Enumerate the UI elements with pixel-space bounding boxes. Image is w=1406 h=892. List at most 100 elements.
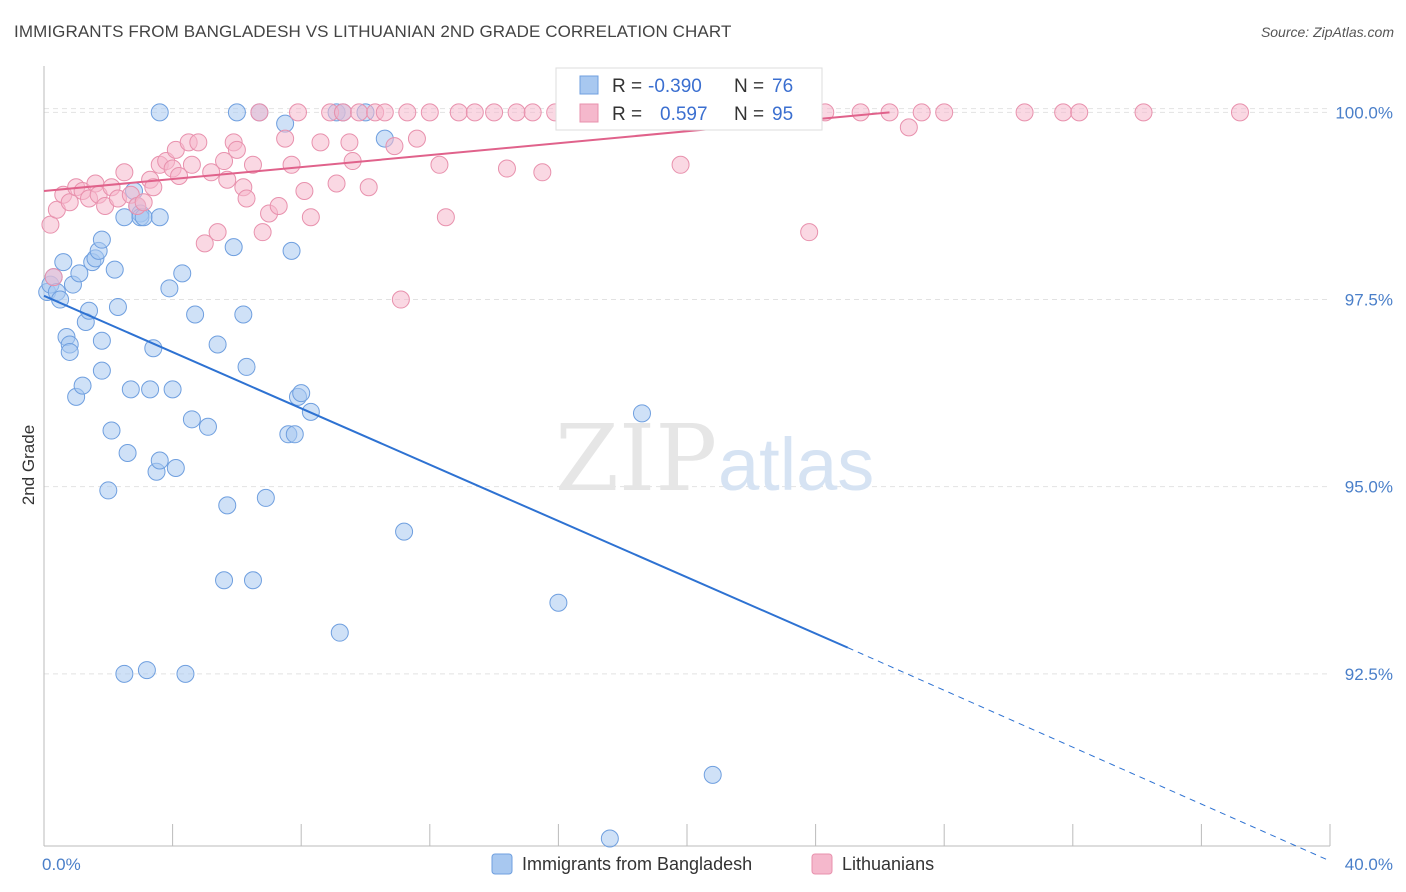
bangladesh-point-36 bbox=[144, 339, 163, 358]
source-label: Source: ZipAtlas.com bbox=[1260, 24, 1394, 40]
legend-n-label-1: N = bbox=[734, 104, 764, 125]
lithuanians-point-65 bbox=[485, 103, 504, 122]
stats-legend-box bbox=[555, 67, 823, 131]
lithuanians-point-61 bbox=[430, 155, 449, 174]
lithuanians-point-13 bbox=[115, 163, 134, 182]
lithuanians-point-23 bbox=[170, 167, 189, 186]
x-tick-label-max: 40.0% bbox=[1345, 855, 1393, 874]
bangladesh-point-73 bbox=[632, 404, 651, 423]
lithuanians-point-33 bbox=[227, 140, 246, 159]
legend-r-label-1: R = bbox=[612, 104, 642, 125]
lithuanians-point-37 bbox=[250, 103, 269, 122]
lithuanians-point-16 bbox=[134, 193, 153, 212]
legend-r-value-0: -0.390 bbox=[648, 76, 702, 97]
bangladesh-trend-extension bbox=[847, 647, 1331, 862]
lithuanians-point-93 bbox=[1134, 103, 1153, 122]
lithuanians-point-27 bbox=[195, 234, 214, 253]
bangladesh-point-8 bbox=[60, 342, 79, 361]
lithuanians-point-42 bbox=[282, 155, 301, 174]
lithuanians-point-60 bbox=[420, 103, 439, 122]
bangladesh-point-35 bbox=[141, 380, 160, 399]
watermark-atlas: atlas bbox=[718, 423, 874, 506]
bangladesh-point-34 bbox=[137, 661, 156, 680]
bangladesh-point-12 bbox=[73, 376, 92, 395]
bangladesh-point-44 bbox=[173, 264, 192, 283]
lithuanians-point-85 bbox=[851, 103, 870, 122]
lithuanians-point-59 bbox=[407, 129, 426, 148]
lithuanians-point-77 bbox=[671, 155, 690, 174]
bangladesh-point-21 bbox=[99, 481, 118, 500]
x-tick-label-min: 0.0% bbox=[42, 855, 81, 874]
bangladesh-point-72 bbox=[549, 593, 568, 612]
bangladesh-point-50 bbox=[215, 571, 234, 590]
data-points bbox=[38, 103, 1249, 848]
series-legend-swatch-lithuanians bbox=[811, 853, 833, 875]
lithuanians-point-4 bbox=[60, 193, 79, 212]
bangladesh-point-74 bbox=[703, 765, 722, 784]
lithuanians-point-35 bbox=[237, 189, 256, 208]
lithuanians-point-40 bbox=[269, 196, 288, 215]
watermark: ZIP atlas bbox=[555, 405, 874, 512]
lithuanians-point-26 bbox=[189, 133, 208, 152]
legend-n-label-0: N = bbox=[734, 76, 764, 97]
watermark-zip: ZIP bbox=[555, 405, 717, 512]
lithuanians-point-90 bbox=[1015, 103, 1034, 122]
bangladesh-point-54 bbox=[234, 305, 253, 324]
bangladesh-point-19 bbox=[92, 331, 111, 350]
lithuanians-point-88 bbox=[912, 103, 931, 122]
lithuanians-point-0 bbox=[41, 215, 60, 234]
lithuanians-point-50 bbox=[340, 133, 359, 152]
bangladesh-point-56 bbox=[243, 571, 262, 590]
lithuanians-point-64 bbox=[465, 103, 484, 122]
lithuanians-point-92 bbox=[1070, 103, 1089, 122]
y-tick-label-1: 97.5% bbox=[1345, 291, 1393, 310]
lithuanians-point-53 bbox=[359, 178, 378, 197]
bangladesh-point-58 bbox=[256, 488, 275, 507]
lithuanians-point-57 bbox=[391, 290, 410, 309]
y-tick-label-2: 95.0% bbox=[1345, 478, 1393, 497]
lithuanians-point-48 bbox=[327, 174, 346, 193]
tick-labels: 100.0% 97.5% 95.0% 92.5% 0.0% 40.0% bbox=[42, 103, 1393, 874]
lithuanians-point-63 bbox=[449, 103, 468, 122]
lithuanians-point-52 bbox=[350, 103, 369, 122]
lithuanians-point-43 bbox=[288, 103, 307, 122]
bangladesh-trend-line bbox=[43, 294, 849, 649]
bangladesh-point-49 bbox=[208, 335, 227, 354]
bangladesh-point-23 bbox=[105, 260, 124, 279]
bangladesh-point-75 bbox=[600, 829, 619, 848]
bangladesh-point-64 bbox=[292, 384, 311, 403]
bangladesh-point-24 bbox=[108, 298, 127, 317]
lithuanians-point-46 bbox=[311, 133, 330, 152]
series-legend-swatch-bangladesh bbox=[491, 853, 513, 875]
series-legend-label-bangladesh: Immigrants from Bangladesh bbox=[522, 854, 752, 874]
lithuanians-point-89 bbox=[935, 103, 954, 122]
series-legend-label-lithuanians: Lithuanians bbox=[842, 854, 934, 874]
y-tick-label-3: 92.5% bbox=[1345, 665, 1393, 684]
legend-swatch-lithuanians bbox=[579, 103, 599, 123]
bangladesh-point-28 bbox=[121, 380, 140, 399]
lithuanians-point-49 bbox=[333, 103, 352, 122]
y-axis-label: 2nd Grade bbox=[19, 425, 38, 505]
bangladesh-point-52 bbox=[224, 238, 243, 257]
lithuanians-point-38 bbox=[253, 223, 272, 242]
bangladesh-point-26 bbox=[115, 664, 134, 683]
bangladesh-point-55 bbox=[237, 357, 256, 376]
lithuanians-point-58 bbox=[398, 103, 417, 122]
lithuanians-point-41 bbox=[276, 129, 295, 148]
bangladesh-point-22 bbox=[102, 421, 121, 440]
lithuanians-point-62 bbox=[436, 208, 455, 227]
stats-legend: R = -0.390 N = 76 R = 0.597 N = 95 bbox=[555, 67, 823, 131]
y-tick-label-0: 100.0% bbox=[1335, 103, 1393, 122]
legend-n-value-0: 76 bbox=[772, 76, 793, 97]
lithuanians-point-56 bbox=[385, 137, 404, 156]
bangladesh-point-5 bbox=[54, 253, 73, 272]
legend-n-value-1: 95 bbox=[772, 104, 793, 125]
lithuanians-point-31 bbox=[218, 170, 237, 189]
lithuanians-point-25 bbox=[182, 155, 201, 174]
chart-title: IMMIGRANTS FROM BANGLADESH VS LITHUANIAN… bbox=[14, 22, 732, 41]
lithuanians-point-68 bbox=[523, 103, 542, 122]
legend-r-value-1: 0.597 bbox=[660, 104, 708, 125]
legend-r-label-0: R = bbox=[612, 76, 642, 97]
bangladesh-point-18 bbox=[92, 230, 111, 249]
